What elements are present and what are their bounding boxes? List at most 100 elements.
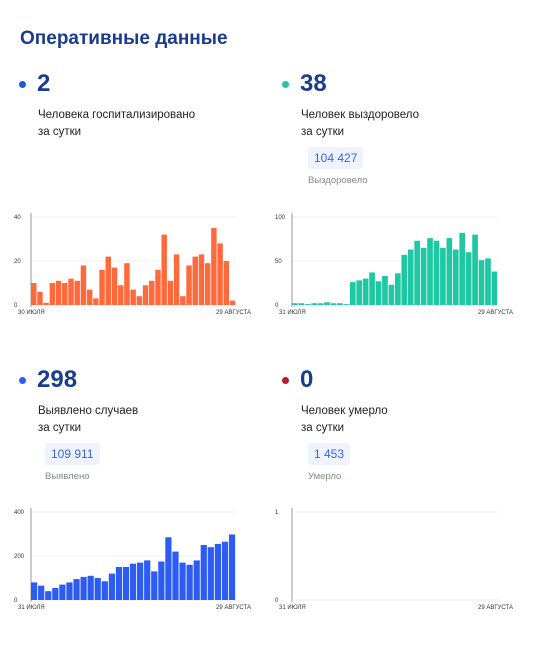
deaths-chart: 0 1 31 ИЮЛЯ 29 АВГУСТА [275, 508, 513, 611]
x-tick-label-start: 31 ИЮЛЯ [18, 605, 45, 611]
x-tick-label-end: 29 АВГУСТА [478, 605, 513, 611]
bar [388, 284, 395, 305]
bar [228, 534, 236, 600]
bar [68, 278, 74, 305]
bar [86, 289, 93, 305]
bar [485, 258, 491, 305]
bar [52, 587, 59, 600]
bar [93, 298, 99, 305]
detected-total-label: Выявлено [45, 471, 90, 482]
bar [356, 280, 363, 305]
bar [186, 564, 193, 600]
bar [343, 304, 350, 305]
status-dot [282, 80, 289, 88]
bar [180, 296, 186, 305]
deaths-total-label: Умерло [308, 471, 342, 482]
bar [129, 563, 137, 600]
bar [292, 303, 298, 305]
detected-count: 298 [37, 366, 78, 393]
bar [165, 537, 172, 600]
bar [324, 302, 330, 305]
bar [452, 249, 459, 305]
bar [122, 567, 130, 600]
x-tick-label-end: 29 АВГУСТА [478, 310, 513, 316]
bar [87, 575, 94, 600]
recovered-total: 104 427 [308, 147, 364, 169]
bar [59, 584, 66, 600]
bar [217, 243, 223, 305]
bar [401, 254, 408, 305]
hospitalized-count: 2 [37, 70, 51, 97]
bar [179, 562, 186, 600]
bar [155, 269, 161, 305]
y-tick-label: 20 [14, 259, 21, 265]
bar [211, 228, 217, 305]
bar [311, 303, 317, 305]
bar [369, 272, 375, 305]
bar [108, 573, 115, 600]
bar [99, 269, 105, 305]
bar [317, 303, 324, 305]
hospitalized-description: Человека госпитализировано за сутки [38, 109, 196, 138]
deaths-total: 1 453 [308, 443, 351, 465]
bar [198, 254, 205, 305]
y-tick-label: 100 [275, 215, 286, 221]
bar [478, 260, 485, 305]
page-title: Оперативные данные [20, 28, 228, 49]
bar [459, 232, 466, 305]
bar [130, 289, 136, 305]
y-tick-label: 0 [14, 303, 18, 309]
bar [491, 271, 498, 305]
bar [192, 256, 198, 305]
bar [38, 585, 45, 600]
x-tick-label-start: 31 ИЮЛЯ [279, 605, 306, 611]
bar [105, 256, 112, 305]
y-tick-label: 0 [275, 598, 279, 604]
status-dot [19, 376, 26, 384]
bar [200, 545, 207, 600]
bar [151, 571, 158, 600]
bar [124, 263, 130, 305]
bar [465, 252, 472, 305]
bar [31, 582, 38, 600]
bar [214, 543, 222, 600]
detected-chart: 0 200 400 31 ИЮЛЯ 29 АВГУСТА [14, 508, 251, 611]
recovered-description: Человек выздоровело за сутки [301, 109, 420, 138]
bar [149, 280, 155, 305]
bar [382, 275, 388, 305]
y-tick-label: 400 [14, 510, 25, 516]
bar [167, 280, 174, 305]
bar [115, 567, 123, 600]
bar [298, 303, 305, 305]
x-tick-label-end: 29 АВГУСТА [216, 310, 251, 316]
bar [43, 302, 49, 305]
bar [144, 560, 151, 600]
bar [207, 547, 214, 600]
bar [101, 581, 108, 600]
bar [446, 238, 453, 305]
bar [337, 303, 343, 305]
bar [186, 265, 192, 305]
bar [142, 285, 149, 305]
bar [45, 591, 52, 600]
y-tick-label: 0 [275, 303, 279, 309]
bar [229, 300, 236, 305]
bar [172, 551, 179, 600]
y-tick-label: 1 [275, 510, 279, 516]
detected-description: Выявлено случаев за сутки [38, 405, 139, 434]
bar [414, 240, 420, 305]
bar [304, 304, 311, 305]
deaths-description: Человек умерло за сутки [301, 405, 388, 434]
bar [440, 247, 446, 305]
bar [193, 560, 200, 600]
recovered-total-label: Выздоровело [308, 175, 368, 186]
bar [173, 254, 180, 305]
detected-total: 109 911 [45, 443, 100, 465]
bar [223, 261, 230, 305]
y-tick-label: 40 [14, 215, 21, 221]
recovered-count: 38 [300, 70, 327, 97]
bar [37, 291, 43, 305]
x-tick-label-start: 31 ИЮЛЯ [279, 310, 306, 316]
bar [375, 281, 382, 305]
bar [362, 278, 369, 305]
